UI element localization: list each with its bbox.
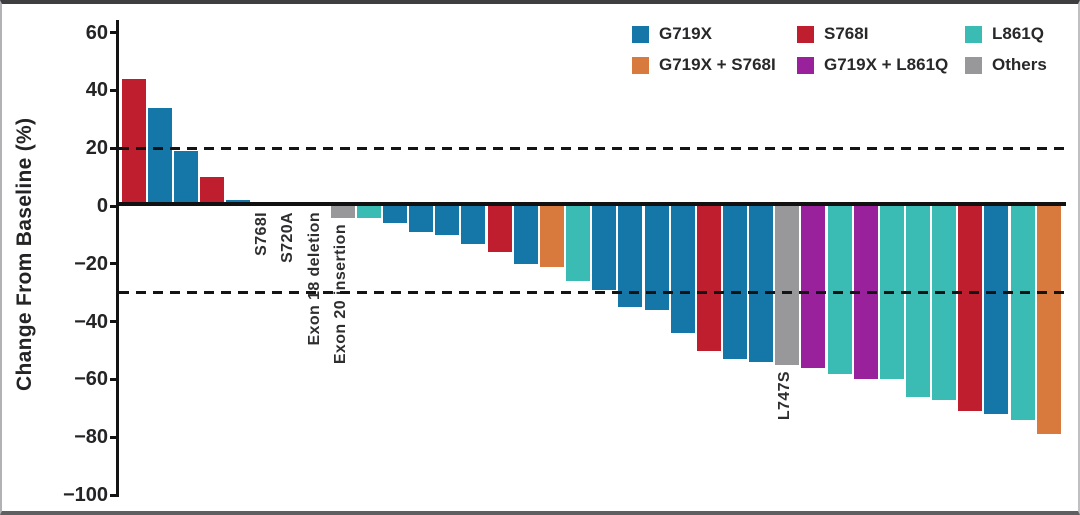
y-tick-label: 0 bbox=[96, 195, 108, 217]
y-tick-mark bbox=[110, 493, 119, 497]
legend: G719X S768I L861Q G719X + S768I G719X + L861… bbox=[632, 24, 1047, 75]
legend-entry-s768i: S768I bbox=[797, 24, 965, 44]
bar-annotation-s720a: S720A bbox=[279, 212, 297, 263]
bar-31-l861q bbox=[906, 206, 930, 397]
bar-19-g719x bbox=[592, 206, 617, 290]
bar-18-l861q bbox=[566, 206, 591, 282]
y-tick-mark bbox=[110, 377, 119, 381]
reference-line-20pct bbox=[119, 146, 1066, 150]
bar-22-g719x bbox=[670, 206, 695, 334]
bar-13-g719x bbox=[435, 206, 460, 235]
legend-entry-g719xl861q: G719X + L861Q bbox=[797, 55, 965, 75]
bar-33-s768i bbox=[958, 206, 983, 412]
legend-label: G719X bbox=[659, 24, 712, 43]
legend-label: S768I bbox=[824, 24, 869, 43]
legend-entry-g719xs768i: G719X + S768I bbox=[632, 55, 797, 75]
bar-14-g719x bbox=[461, 206, 486, 244]
legend-swatch-icon bbox=[965, 25, 982, 43]
bar-annotation-s768i: S768I bbox=[253, 212, 271, 256]
bar-4-s768i bbox=[199, 177, 224, 206]
legend-entry-l861q: L861Q bbox=[965, 24, 1047, 44]
y-tick-mark bbox=[110, 88, 119, 92]
bar-24-g719x bbox=[722, 206, 747, 360]
bar-36-g719xs768i bbox=[1036, 206, 1061, 435]
y-tick-label: −60 bbox=[74, 368, 108, 391]
y-tick-mark bbox=[110, 204, 119, 208]
bar-27-g719xl861q bbox=[801, 206, 826, 368]
legend-entry-others: Others bbox=[965, 55, 1047, 75]
y-tick-label: 40 bbox=[85, 79, 108, 102]
bar-11-g719x bbox=[383, 206, 407, 224]
y-axis-line bbox=[116, 20, 119, 496]
bar-25-g719x bbox=[749, 206, 774, 363]
bar-32-l861q bbox=[932, 206, 957, 400]
reference-line-−30pct bbox=[119, 291, 1066, 295]
y-tick-label: −100 bbox=[62, 484, 108, 506]
y-tick-label: −80 bbox=[74, 426, 108, 449]
legend-label: G719X + L861Q bbox=[824, 55, 949, 74]
bar-1-s768i bbox=[121, 78, 146, 206]
y-tick-label: 20 bbox=[85, 137, 108, 160]
y-tick-mark bbox=[110, 320, 119, 324]
y-tick-label: −20 bbox=[74, 252, 108, 275]
legend-swatch-icon bbox=[797, 56, 814, 74]
bar-16-g719x bbox=[513, 206, 538, 264]
bar-35-l861q bbox=[1010, 206, 1035, 420]
bar-23-s768i bbox=[696, 206, 721, 351]
legend-label: Others bbox=[992, 55, 1047, 74]
bar-12-g719x bbox=[409, 206, 434, 232]
bar-34-g719x bbox=[984, 206, 1009, 415]
bar-15-s768i bbox=[487, 206, 512, 253]
bar-26-others bbox=[775, 206, 800, 365]
bar-9-others bbox=[330, 206, 355, 218]
bar-17-g719xs768i bbox=[539, 206, 564, 267]
legend-swatch-icon bbox=[632, 25, 649, 43]
bar-3-g719x bbox=[173, 151, 198, 206]
y-tick-label: −40 bbox=[74, 310, 108, 333]
legend-swatch-icon bbox=[632, 56, 649, 74]
legend-label: L861Q bbox=[992, 24, 1044, 43]
bar-20-g719x bbox=[618, 206, 643, 308]
zero-baseline bbox=[119, 202, 1066, 206]
bar-28-l861q bbox=[827, 206, 852, 374]
legend-swatch-icon bbox=[965, 56, 982, 74]
y-tick-mark bbox=[110, 146, 119, 150]
bar-annotation-l747s: L747S bbox=[776, 370, 794, 421]
y-tick-mark bbox=[110, 435, 119, 439]
bar-21-g719x bbox=[644, 206, 669, 311]
legend-entry-g719x: G719X bbox=[632, 24, 797, 44]
bar-2-g719x bbox=[147, 107, 172, 206]
y-tick-mark bbox=[110, 262, 119, 266]
y-tick-label: 60 bbox=[85, 21, 108, 44]
bar-annotation-exon-18-deletion: Exon 18 deletion bbox=[305, 212, 323, 346]
bar-10-l861q bbox=[356, 206, 381, 218]
legend-label: G719X + S768I bbox=[659, 55, 776, 74]
legend-swatch-icon bbox=[797, 25, 814, 43]
y-tick-mark bbox=[110, 31, 119, 35]
